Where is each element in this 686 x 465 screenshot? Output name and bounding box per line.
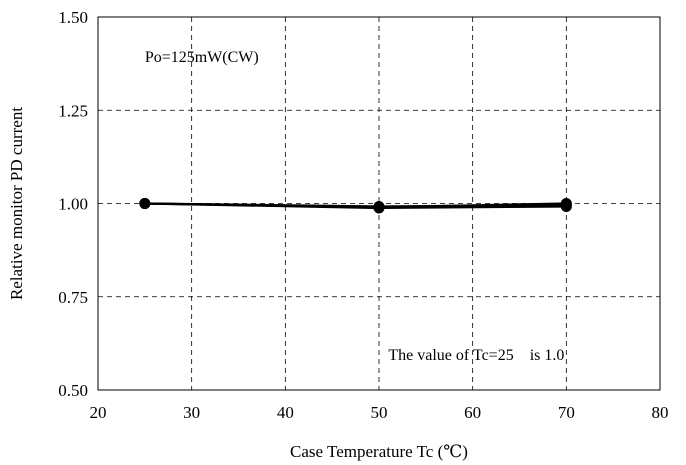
y-axis-label: Relative monitor PD current xyxy=(7,107,26,300)
x-tick-label: 50 xyxy=(371,403,388,422)
y-tick-label: 0.75 xyxy=(58,288,88,307)
x-tick-label: 40 xyxy=(277,403,294,422)
y-tick-label: 1.25 xyxy=(58,101,88,120)
x-tick-label: 60 xyxy=(464,403,481,422)
plot-frame xyxy=(97,16,661,391)
x-tick-label: 80 xyxy=(652,403,669,422)
data-point xyxy=(139,198,151,209)
x-tick-label: 20 xyxy=(90,403,107,422)
annotations-group: Po=125mW(CW) The value of Tc=25 is 1.0 xyxy=(145,49,565,364)
data-point xyxy=(373,200,385,212)
y-tick-label: 1.50 xyxy=(58,8,88,27)
x-tick-labels: 20 30 40 50 60 70 80 xyxy=(90,403,669,422)
x-axis-label: Case Temperature Tc (℃) xyxy=(290,442,468,461)
y-tick-labels: 0.50 0.75 1.00 1.25 1.50 xyxy=(58,8,88,400)
x-tick-label: 70 xyxy=(558,403,575,422)
annotation-text: The value of Tc=25 is 1.0 xyxy=(388,347,564,364)
x-tick-label: 30 xyxy=(183,403,200,422)
series-group xyxy=(139,198,572,214)
y-tick-label: 1.00 xyxy=(58,195,88,214)
annotation-text: Po=125mW(CW) xyxy=(145,49,259,66)
data-point xyxy=(560,199,572,211)
y-tick-label: 0.50 xyxy=(58,381,88,400)
